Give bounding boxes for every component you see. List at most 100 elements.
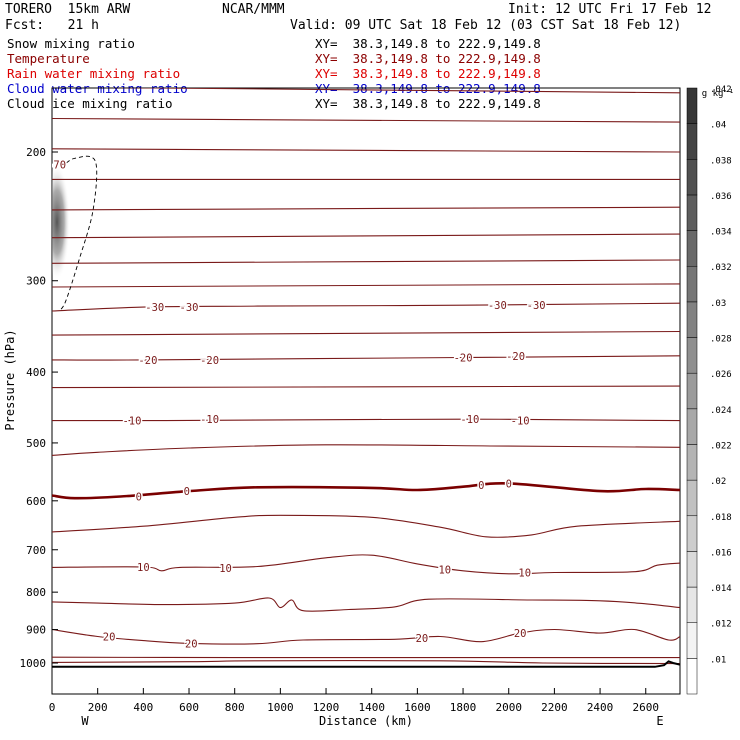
colorbar-swatch <box>686 123 698 160</box>
isotherm-line <box>52 54 680 61</box>
isotherm-line <box>52 385 680 389</box>
snow-shading <box>52 164 70 280</box>
isotherm-line <box>52 233 680 239</box>
isotherm-label: -10 <box>200 414 219 426</box>
model-title: TORERO 15km ARW <box>5 2 131 17</box>
isotherm-line <box>52 259 680 264</box>
colorbar-tick-label: .014 <box>710 584 732 594</box>
colorbar-swatch <box>686 622 698 659</box>
x-tick-label: 1600 <box>404 701 431 714</box>
isotherm-line <box>52 117 680 123</box>
valid-time: Valid: 09 UTC Sat 18 Feb 12 (03 CST Sat … <box>290 18 682 33</box>
colorbar-tick-label: .032 <box>710 263 732 273</box>
x-tick-label: 2400 <box>587 701 614 714</box>
y-tick-label: 400 <box>26 366 46 379</box>
colorbar-swatch <box>686 87 698 124</box>
colorbar-tick-label: .028 <box>710 335 732 345</box>
isotherm-line <box>52 444 680 456</box>
x-axis-label: Distance (km) <box>319 714 413 728</box>
y-tick-label: 500 <box>26 437 46 450</box>
colorbar-swatch <box>686 230 698 267</box>
y-tick-label: 1000 <box>20 657 47 670</box>
isotherm-label: -70 <box>47 159 66 171</box>
isotherm-label: 10 <box>438 565 451 577</box>
isotherm-label: -30 <box>527 300 546 312</box>
colorbar-swatch <box>686 444 698 481</box>
colorbar-tick-label: .018 <box>710 513 732 523</box>
field-name-rain: Rain water mixing ratio <box>7 66 181 81</box>
colorbar-swatch <box>686 586 698 623</box>
isotherm-label: 20 <box>416 633 429 645</box>
y-tick-label: 600 <box>26 495 46 508</box>
isotherm-line <box>52 206 680 211</box>
x-tick-label: 200 <box>88 701 108 714</box>
colorbar-tick-label: .03 <box>710 299 726 309</box>
plot-area <box>51 87 681 695</box>
isotherm-label: 10 <box>137 562 150 574</box>
x-tick-label: 2600 <box>632 701 659 714</box>
isotherm-label: -20 <box>200 355 219 367</box>
init-time: Init: 12 UTC Fri 17 Feb 12 <box>508 2 712 17</box>
isotherm-label: -30 <box>180 302 199 314</box>
isotherm-line <box>52 302 680 312</box>
x-tick-label: 1200 <box>313 701 340 714</box>
isotherm-label: -20 <box>506 351 525 363</box>
colorbar-tick-label: .026 <box>710 370 732 380</box>
isotherm-line <box>52 554 680 575</box>
isotherm-line <box>52 0 680 3</box>
zero-isotherm-line <box>52 481 680 500</box>
x-tick-label: 800 <box>225 701 245 714</box>
x-axis-east-label: E <box>656 714 663 728</box>
isotherm-line <box>100 88 680 94</box>
isotherm-label: 10 <box>219 563 232 575</box>
colorbar-tick-label: .01 <box>710 655 726 665</box>
colorbar-swatch <box>686 372 698 410</box>
colorbar-tick-label: .034 <box>710 228 732 238</box>
colorbar-swatch <box>686 159 698 196</box>
isotherm-line <box>52 330 680 336</box>
x-tick-label: 2200 <box>541 701 568 714</box>
colorbar-tick-label: .016 <box>710 548 732 558</box>
center-title: NCAR/MMM <box>222 2 285 17</box>
isotherm-line <box>52 597 680 612</box>
colorbar-swatch <box>686 265 698 303</box>
isotherm-label: -30 <box>488 300 507 312</box>
colorbar-swatch <box>686 337 698 374</box>
isotherm-label: -20 <box>138 355 157 367</box>
colorbar-swatch <box>686 515 698 552</box>
terrain-line <box>52 660 680 668</box>
x-tick-label: 0 <box>49 701 56 714</box>
field-xy-temperature: XY= 38.3,149.8 to 222.9,149.8 <box>315 51 541 66</box>
isotherm-label: 20 <box>185 638 198 650</box>
field-name-snow: Snow mixing ratio <box>7 36 135 51</box>
isotherm-label: -10 <box>511 416 530 428</box>
isotherm-line <box>52 355 680 361</box>
isotherm-line <box>52 283 680 288</box>
isotherm-label: 0 <box>478 480 484 492</box>
y-tick-label: 900 <box>26 624 46 637</box>
isotherm-line <box>52 628 680 645</box>
field-name-temperature: Temperature <box>7 51 90 66</box>
field-xy-rain: XY= 38.3,149.8 to 222.9,149.8 <box>315 66 541 81</box>
colorbar-tick-label: .02 <box>710 477 726 487</box>
isotherm-label: -30 <box>145 302 164 314</box>
forecast-hour: Fcst: 21 h <box>5 18 99 33</box>
isotherm-line <box>52 418 680 422</box>
isotherm-line <box>52 23 680 30</box>
x-tick-label: 1400 <box>358 701 385 714</box>
y-axis-label: Pressure (hPa) <box>3 329 17 430</box>
colorbar-tick-label: .022 <box>710 441 732 451</box>
y-tick-label: 700 <box>26 544 46 557</box>
field-name-cloud-ice: Cloud ice mixing ratio <box>7 96 173 111</box>
isotherm-label: -10 <box>122 416 141 428</box>
colorbar-tick-label: .04 <box>710 121 726 131</box>
snow-mixing-contour <box>58 155 98 312</box>
colorbar-tick-label: .042 <box>710 85 732 95</box>
field-xy-cloud-ice: XY= 38.3,149.8 to 222.9,149.8 <box>315 96 541 111</box>
x-tick-label: 400 <box>133 701 153 714</box>
field-xy-snow: XY= 38.3,149.8 to 222.9,149.8 <box>315 36 541 51</box>
isotherm-label: 20 <box>514 628 527 640</box>
colorbar-units: g kg⁻¹ <box>702 89 735 99</box>
colorbar-swatch <box>686 408 698 445</box>
